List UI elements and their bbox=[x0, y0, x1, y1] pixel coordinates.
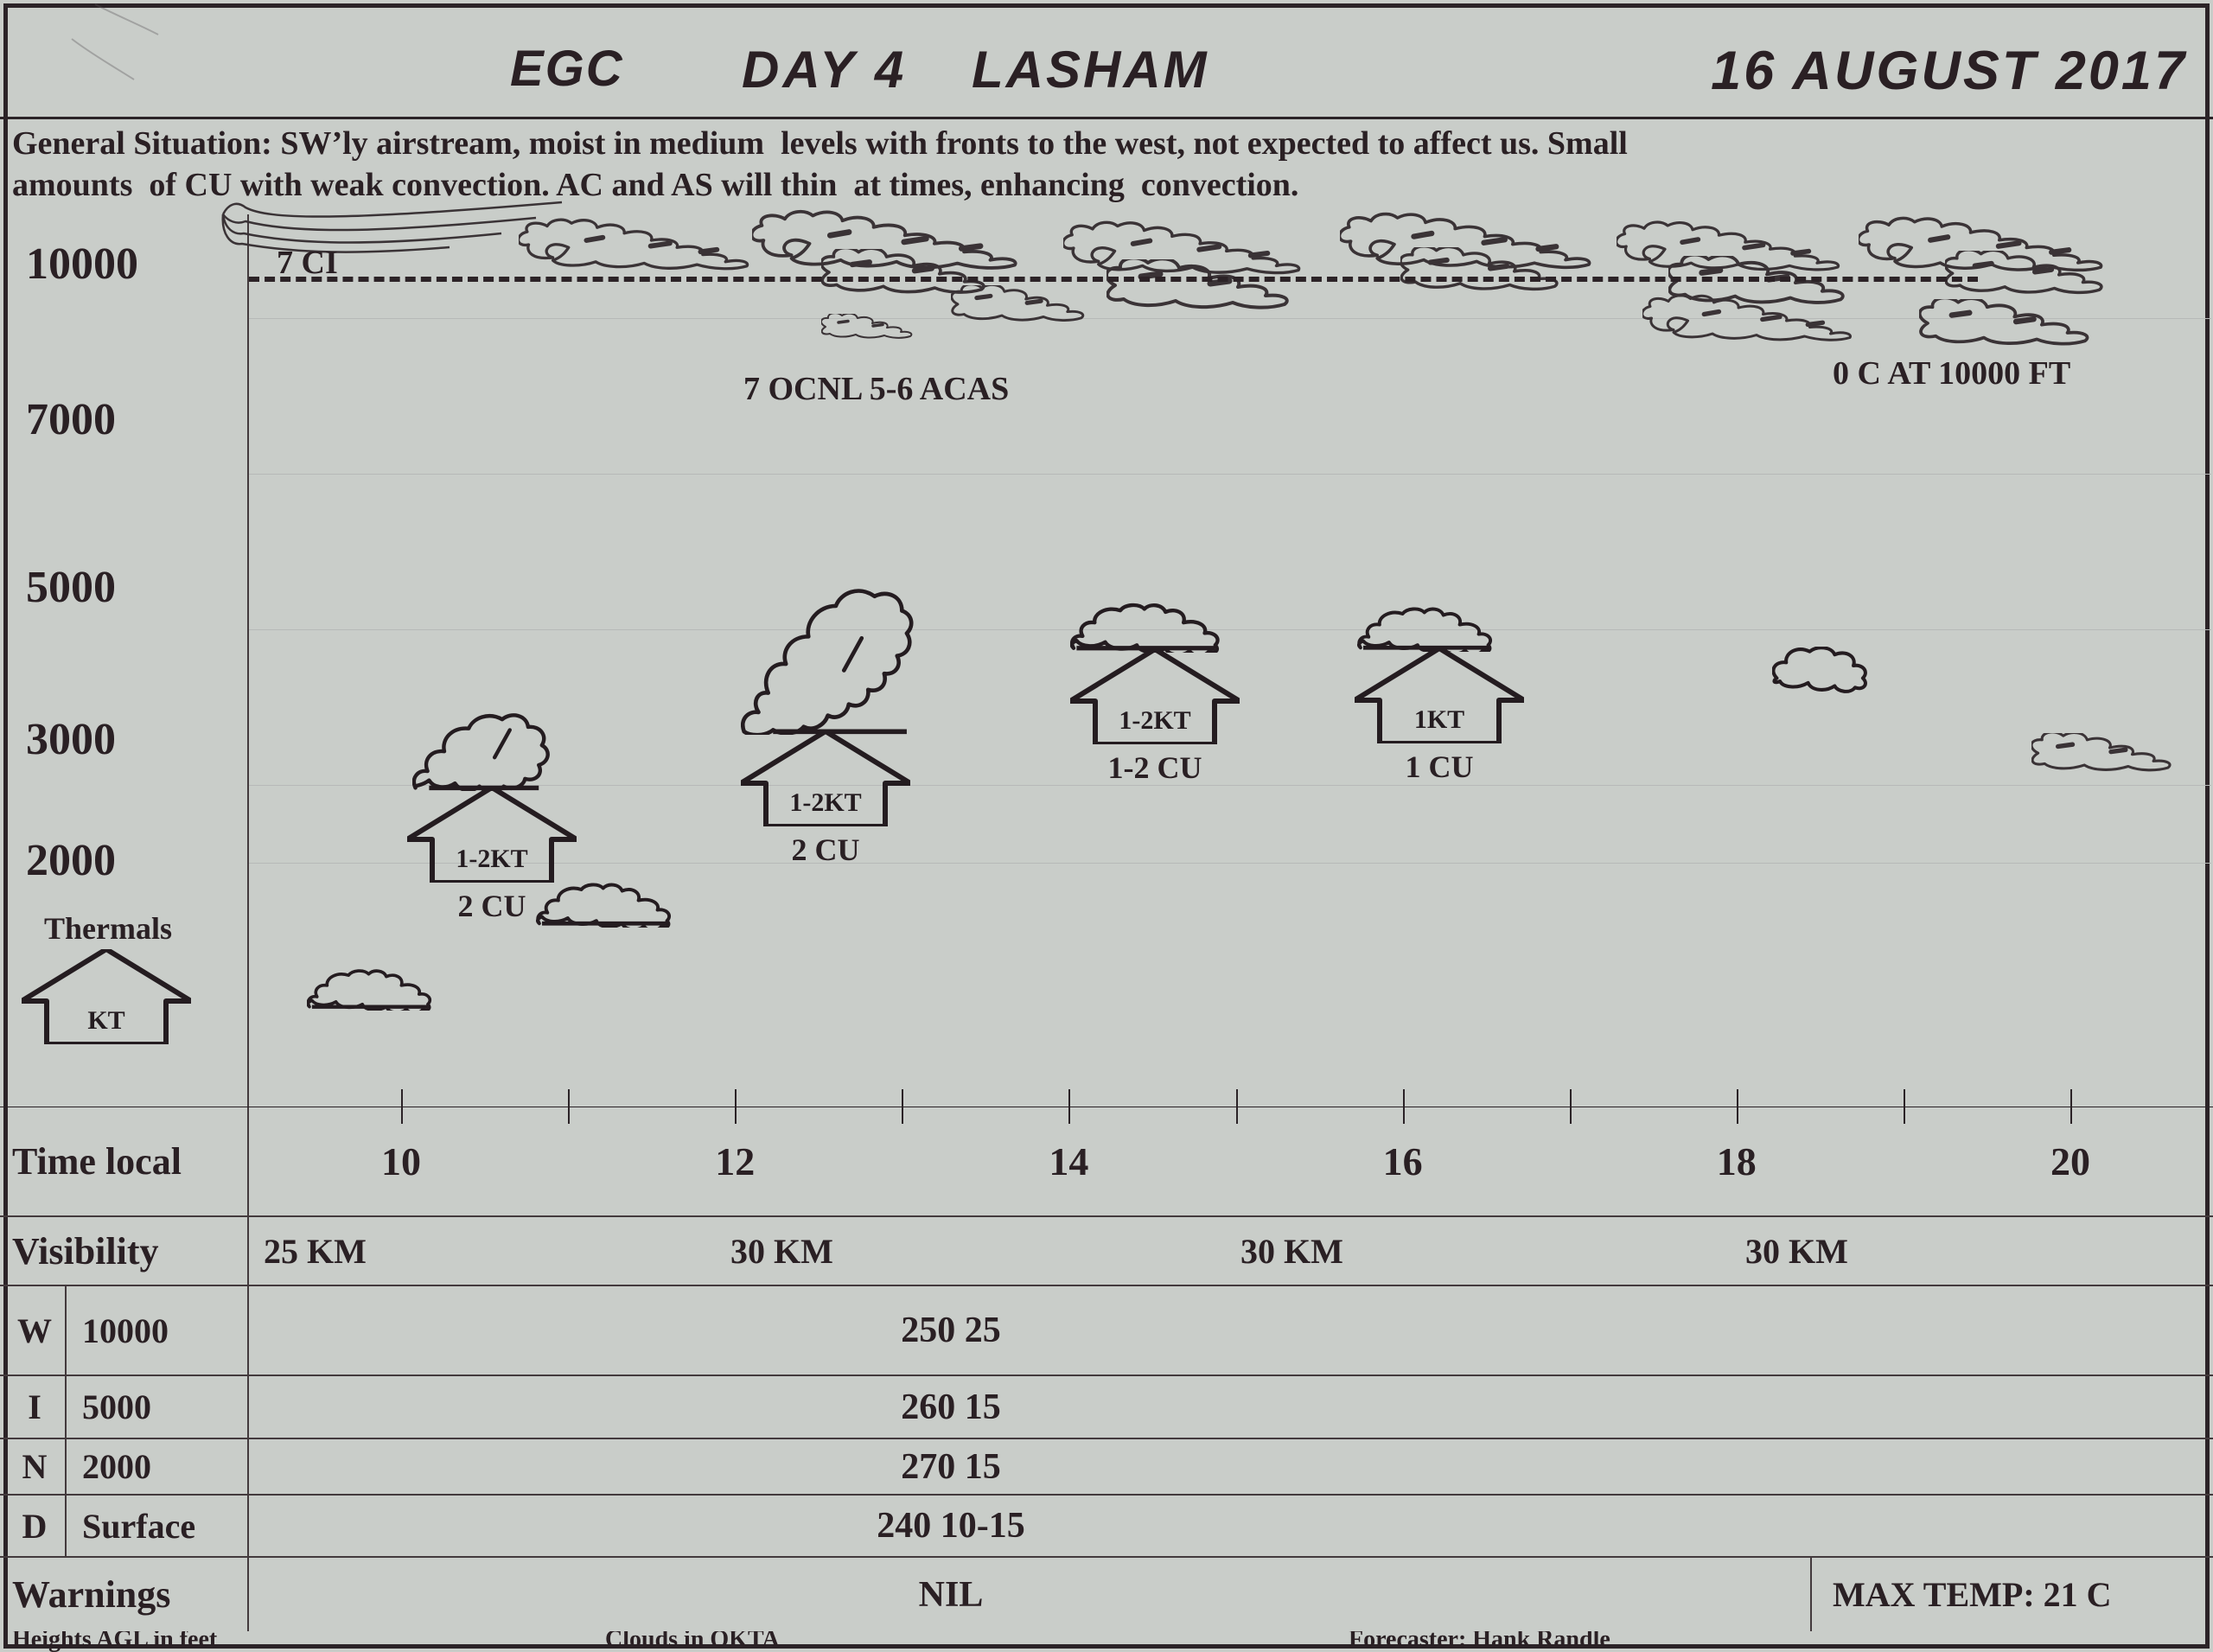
svg-text:1KT: 1KT bbox=[1414, 705, 1464, 734]
svg-text:KT: KT bbox=[87, 1006, 124, 1035]
svg-text:1-2KT: 1-2KT bbox=[456, 845, 527, 873]
svg-text:1-2KT: 1-2KT bbox=[789, 788, 861, 817]
svg-text:1-2KT: 1-2KT bbox=[1119, 706, 1190, 735]
